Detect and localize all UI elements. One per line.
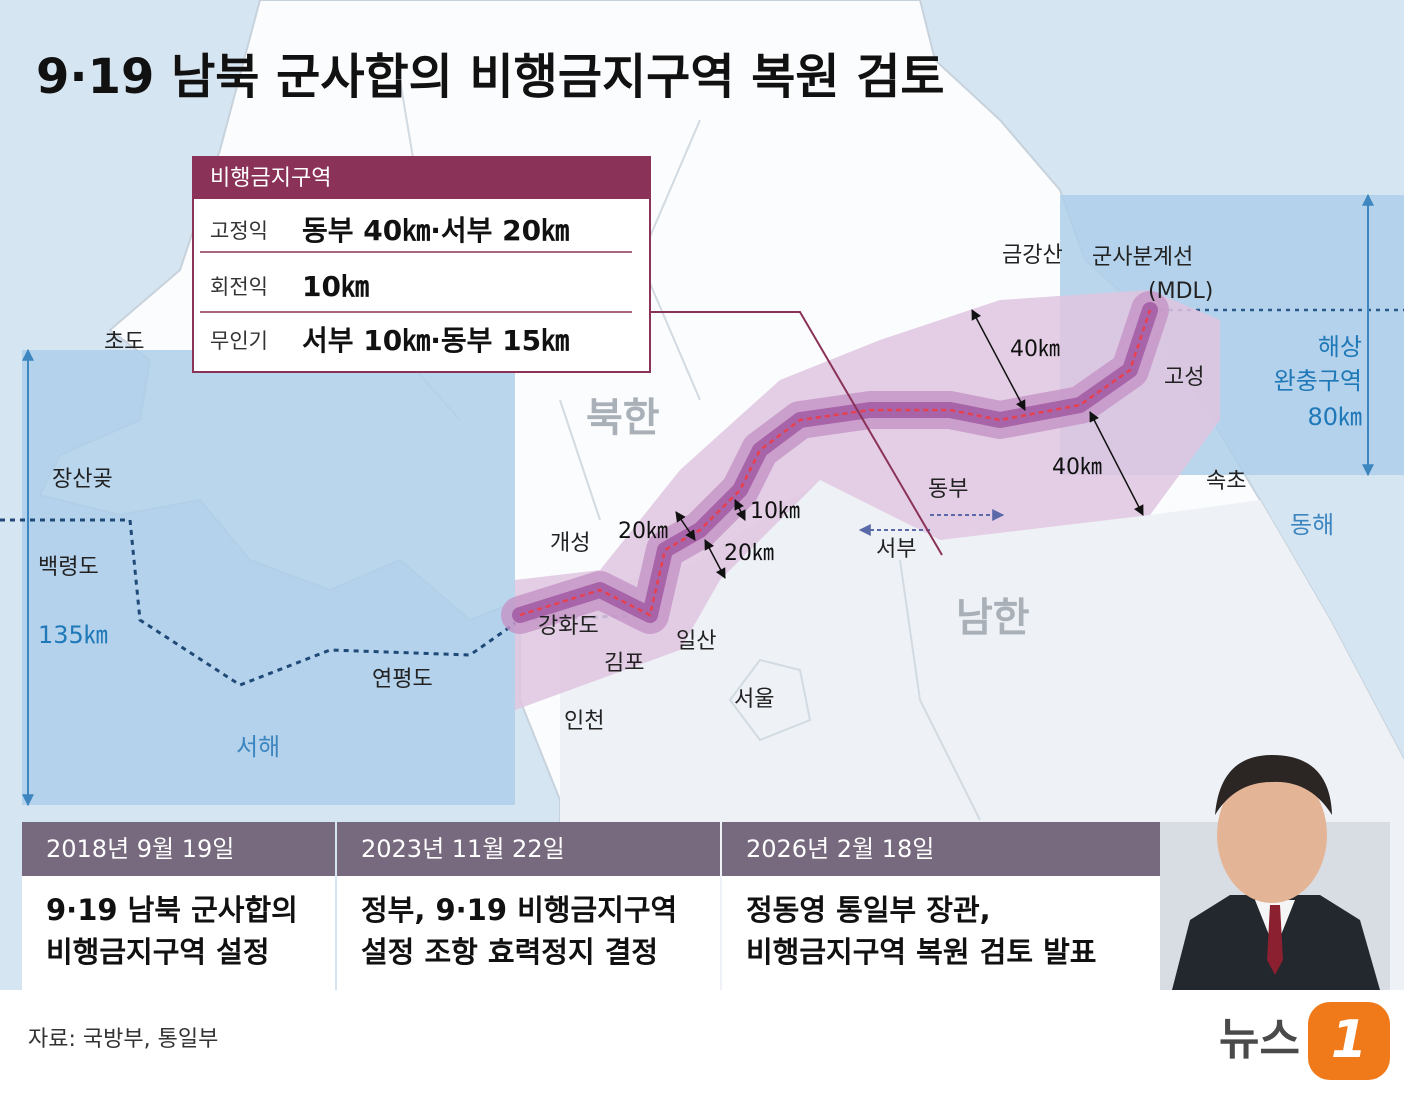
place-label: 강화도 xyxy=(538,614,599,639)
timeline-text: 정동영 통일부 장관, xyxy=(746,893,991,927)
mdl xyxy=(519,309,1152,617)
country-label: 남한 xyxy=(956,595,1030,641)
distance-label: 10㎞ xyxy=(750,499,800,524)
place-label: 서울 xyxy=(734,687,774,712)
legend-row-label: 무인기 xyxy=(210,329,268,353)
timeline-text: 정부, 9·19 비행금지구역 xyxy=(361,893,677,927)
face xyxy=(1217,767,1327,903)
buffer-label: 해상 xyxy=(1318,333,1362,361)
timeline-header-bg xyxy=(337,822,720,876)
timeline-header-bg xyxy=(722,822,1160,876)
place-label: 일산 xyxy=(676,629,716,654)
distance-arrow xyxy=(1089,411,1144,516)
distance-arrow xyxy=(675,511,696,541)
distance-arrow xyxy=(704,539,726,579)
country-label: 북한 xyxy=(586,395,660,441)
timeline-header-bg xyxy=(22,822,335,876)
place-label: 김포 xyxy=(604,651,644,676)
distance-label: 40㎞ xyxy=(1052,455,1102,480)
place-label: 장산곶 xyxy=(52,467,113,492)
distance-label: 20㎞ xyxy=(618,519,668,544)
title: 9·19 남북 군사합의 비행금지구역 복원 검토 xyxy=(36,49,945,105)
place-label: 금강산 xyxy=(1002,243,1063,268)
logo-badge xyxy=(1308,1002,1390,1080)
place-label: 개성 xyxy=(550,531,590,556)
place-label: 고성 xyxy=(1164,365,1204,390)
footer-bg xyxy=(0,990,1404,1101)
timeline-date: 2023년 11월 22일 xyxy=(361,835,565,863)
timeline-body-bg xyxy=(22,876,335,990)
timeline-text: 설정 조항 효력정지 결정 xyxy=(361,935,658,969)
source: 자료: 국방부, 통일부 xyxy=(28,1027,218,1052)
sea-label: 동해 xyxy=(1290,511,1334,539)
mdl-label: 군사분계선 xyxy=(1092,245,1193,270)
hair xyxy=(1215,755,1332,815)
distance-label: 20㎞ xyxy=(724,541,774,566)
timeline-body-bg xyxy=(722,876,1160,990)
timeline-text: 비행금지구역 설정 xyxy=(46,935,270,969)
mdl-label: (MDL) xyxy=(1148,279,1213,304)
west-buffer-zone xyxy=(22,350,515,805)
timeline-text: 9·19 남북 군사합의 xyxy=(46,893,298,927)
photo xyxy=(1160,755,1390,990)
distance-label: 135㎞ xyxy=(38,621,108,649)
direction-label: 동부 xyxy=(928,477,968,502)
sea-label: 서해 xyxy=(236,733,280,761)
place-label: 인천 xyxy=(564,709,604,734)
distance-label: 40㎞ xyxy=(1010,337,1060,362)
legend-header-bg xyxy=(193,157,650,199)
distance-arrow xyxy=(971,309,1026,411)
legend-row-label: 고정익 xyxy=(210,219,268,243)
place-label: 속초 xyxy=(1206,469,1246,494)
legend-row-value: 서부 10㎞·동부 15㎞ xyxy=(302,324,569,357)
timeline-date: 2018년 9월 19일 xyxy=(46,835,234,863)
legend-box: 비행금지구역 고정익 동부 40㎞·서부 20㎞ 회전익 10㎞ 무인기 서부 … xyxy=(192,156,651,373)
legend-row-label: 회전익 xyxy=(210,275,268,299)
timeline-text: 비행금지구역 복원 검토 발표 xyxy=(746,935,1096,969)
direction-label: 서부 xyxy=(876,537,916,562)
legend-header: 비행금지구역 xyxy=(210,166,331,191)
place-label: 초도 xyxy=(104,330,144,355)
timeline-date: 2026년 2월 18일 xyxy=(746,835,934,863)
distance-arrow xyxy=(734,499,746,521)
tie xyxy=(1267,905,1283,975)
legend-row-value: 10㎞ xyxy=(302,270,369,303)
place-label: 백령도 xyxy=(38,555,99,580)
logo-word: 뉴스 xyxy=(1219,1014,1300,1065)
legend-row-value: 동부 40㎞·서부 20㎞ xyxy=(302,214,569,247)
logo-mark: 1 xyxy=(1331,1010,1367,1070)
leader-line xyxy=(648,311,943,556)
buffer-label: 80㎞ xyxy=(1307,403,1362,431)
timeline-body-bg xyxy=(337,876,720,990)
buffer-label: 완충구역 xyxy=(1274,367,1362,395)
place-label: 연평도 xyxy=(372,667,433,692)
